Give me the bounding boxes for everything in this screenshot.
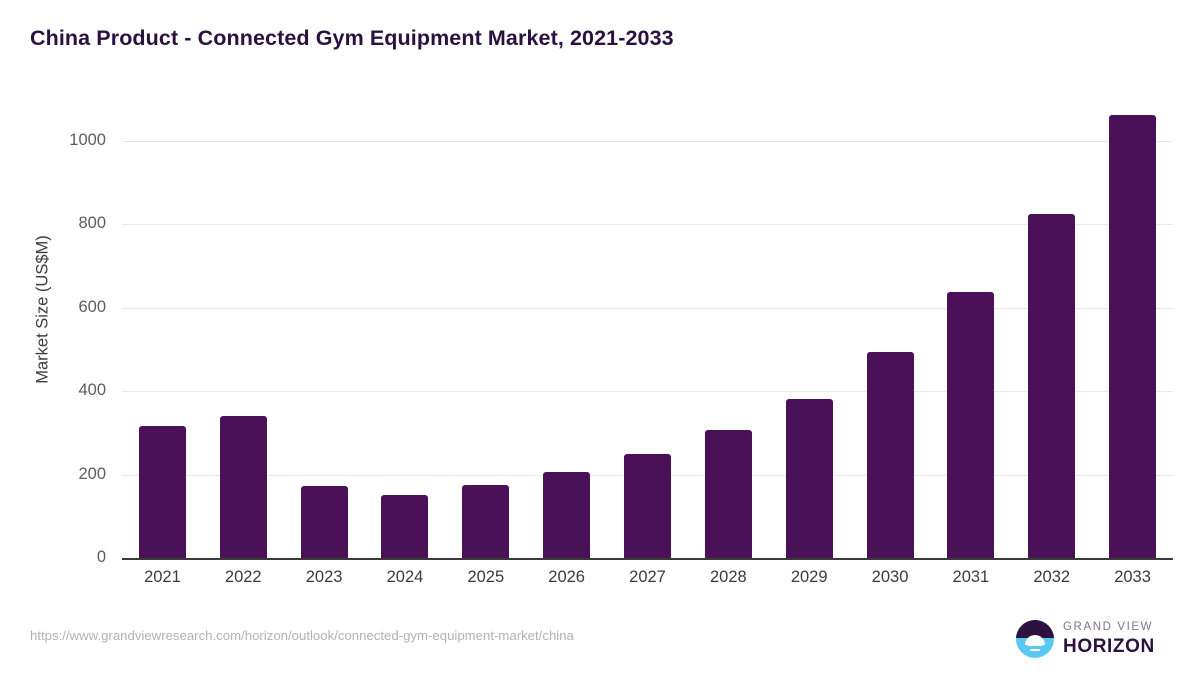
logo-line-upper bbox=[1027, 643, 1043, 647]
logo-brand-secondary: HORIZON bbox=[1063, 635, 1155, 657]
x-tick-label: 2028 bbox=[709, 568, 747, 586]
x-tick-label: 2023 bbox=[305, 568, 343, 586]
y-tick-label: 400 bbox=[78, 381, 106, 400]
x-tick-label: 2033 bbox=[1114, 568, 1151, 586]
x-tick-label: 2026 bbox=[548, 568, 585, 586]
x-tick-label: 2025 bbox=[467, 568, 505, 586]
bar[interactable] bbox=[1028, 213, 1076, 558]
bar[interactable] bbox=[462, 484, 510, 558]
bar[interactable] bbox=[947, 292, 995, 558]
bar[interactable] bbox=[138, 425, 186, 558]
x-tick-label: 2032 bbox=[1033, 568, 1071, 586]
bar[interactable] bbox=[624, 453, 671, 558]
gridline bbox=[122, 224, 1173, 226]
y-tick-label: 200 bbox=[78, 464, 106, 483]
y-tick-label: 0 bbox=[96, 548, 106, 566]
y-tick-label: 800 bbox=[78, 214, 106, 233]
y-tick-label: 600 bbox=[78, 297, 106, 316]
x-tick-label: 2027 bbox=[629, 568, 666, 586]
logo-top-half bbox=[1016, 620, 1054, 638]
bar[interactable] bbox=[866, 352, 914, 558]
x-tick-label: 2024 bbox=[386, 568, 424, 586]
page-title: China Product - Connected Gym Equipment … bbox=[30, 26, 674, 50]
grand-view-horizon-logo: GRAND VIEW HORIZON bbox=[1016, 620, 1155, 658]
bar[interactable] bbox=[219, 416, 267, 558]
x-tick-label: 2029 bbox=[790, 568, 828, 586]
logo-line-lower bbox=[1030, 648, 1040, 651]
logo-brand-primary: GRAND VIEW bbox=[1063, 621, 1154, 634]
x-tick-label: 2030 bbox=[871, 568, 909, 586]
gridline bbox=[122, 391, 1173, 393]
bar[interactable] bbox=[543, 471, 591, 558]
bar[interactable] bbox=[785, 399, 833, 558]
horizon-sun-icon bbox=[1016, 620, 1054, 658]
bar[interactable] bbox=[300, 486, 348, 558]
bar[interactable] bbox=[704, 429, 752, 558]
x-tick-label: 2031 bbox=[952, 568, 990, 586]
logo-dome-shape bbox=[1025, 635, 1045, 646]
x-tick-label: 2021 bbox=[144, 568, 181, 586]
bar[interactable] bbox=[381, 494, 429, 558]
logo-wordmark: GRAND VIEW HORIZON bbox=[1063, 622, 1155, 656]
gridline bbox=[122, 141, 1173, 142]
bar[interactable] bbox=[1109, 115, 1157, 558]
gridline bbox=[122, 307, 1173, 309]
y-tick-label: 1000 bbox=[69, 131, 106, 149]
bars-layer bbox=[122, 115, 1173, 558]
x-axis-line bbox=[122, 558, 1173, 560]
x-tick-label: 2022 bbox=[224, 568, 262, 586]
source-url[interactable]: https://www.grandviewresearch.com/horizo… bbox=[30, 628, 574, 643]
